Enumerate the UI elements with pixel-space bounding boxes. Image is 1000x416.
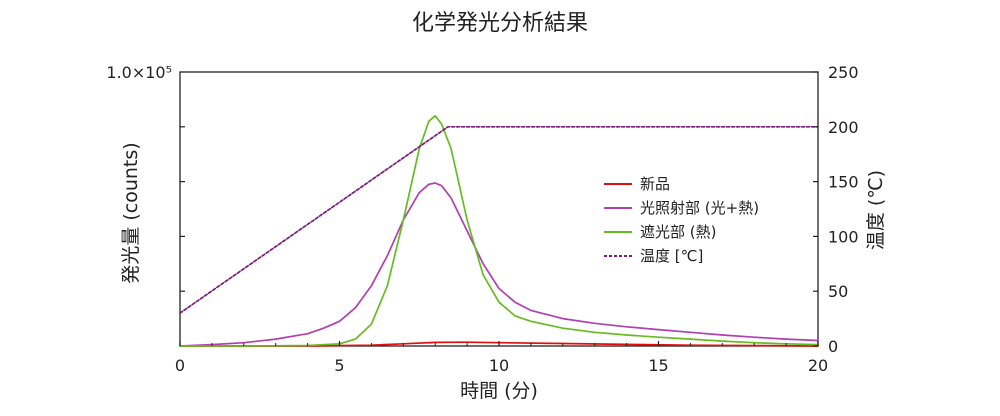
series-line-2 — [179, 114, 819, 347]
y2-tick-label: 0 — [828, 337, 838, 356]
legend-label: 新品 — [640, 175, 670, 193]
y-axis-label: 発光量 (counts) — [120, 142, 142, 283]
series-layer — [179, 114, 819, 347]
legend-label: 遮光部 (熱) — [640, 223, 716, 241]
y-axis-top-label: 1.0×10⁵ — [106, 63, 172, 82]
y2-tick-label: 200 — [828, 118, 859, 137]
x-tick-label: 15 — [648, 356, 668, 375]
legend-label: 光照射部 (光+熱) — [640, 199, 759, 217]
series-line-1 — [179, 182, 819, 347]
y2-tick-label: 150 — [828, 173, 859, 192]
chart-title: 化学発光分析結果 — [412, 11, 588, 36]
x-tick-label: 0 — [175, 356, 185, 375]
x-tick-label: 20 — [808, 356, 828, 375]
legend-label: 温度 [℃] — [640, 247, 703, 265]
y2-tick-label: 250 — [828, 63, 859, 82]
y2-axis-label: 温度 (℃) — [865, 170, 887, 250]
series-line-3 — [179, 125, 819, 314]
x-tick-label: 10 — [489, 356, 509, 375]
x-axis-label: 時間 (分) — [460, 380, 538, 402]
y2-tick-label: 50 — [828, 282, 848, 301]
y2-tick-label: 100 — [828, 227, 859, 246]
x-tick-label: 5 — [334, 356, 344, 375]
